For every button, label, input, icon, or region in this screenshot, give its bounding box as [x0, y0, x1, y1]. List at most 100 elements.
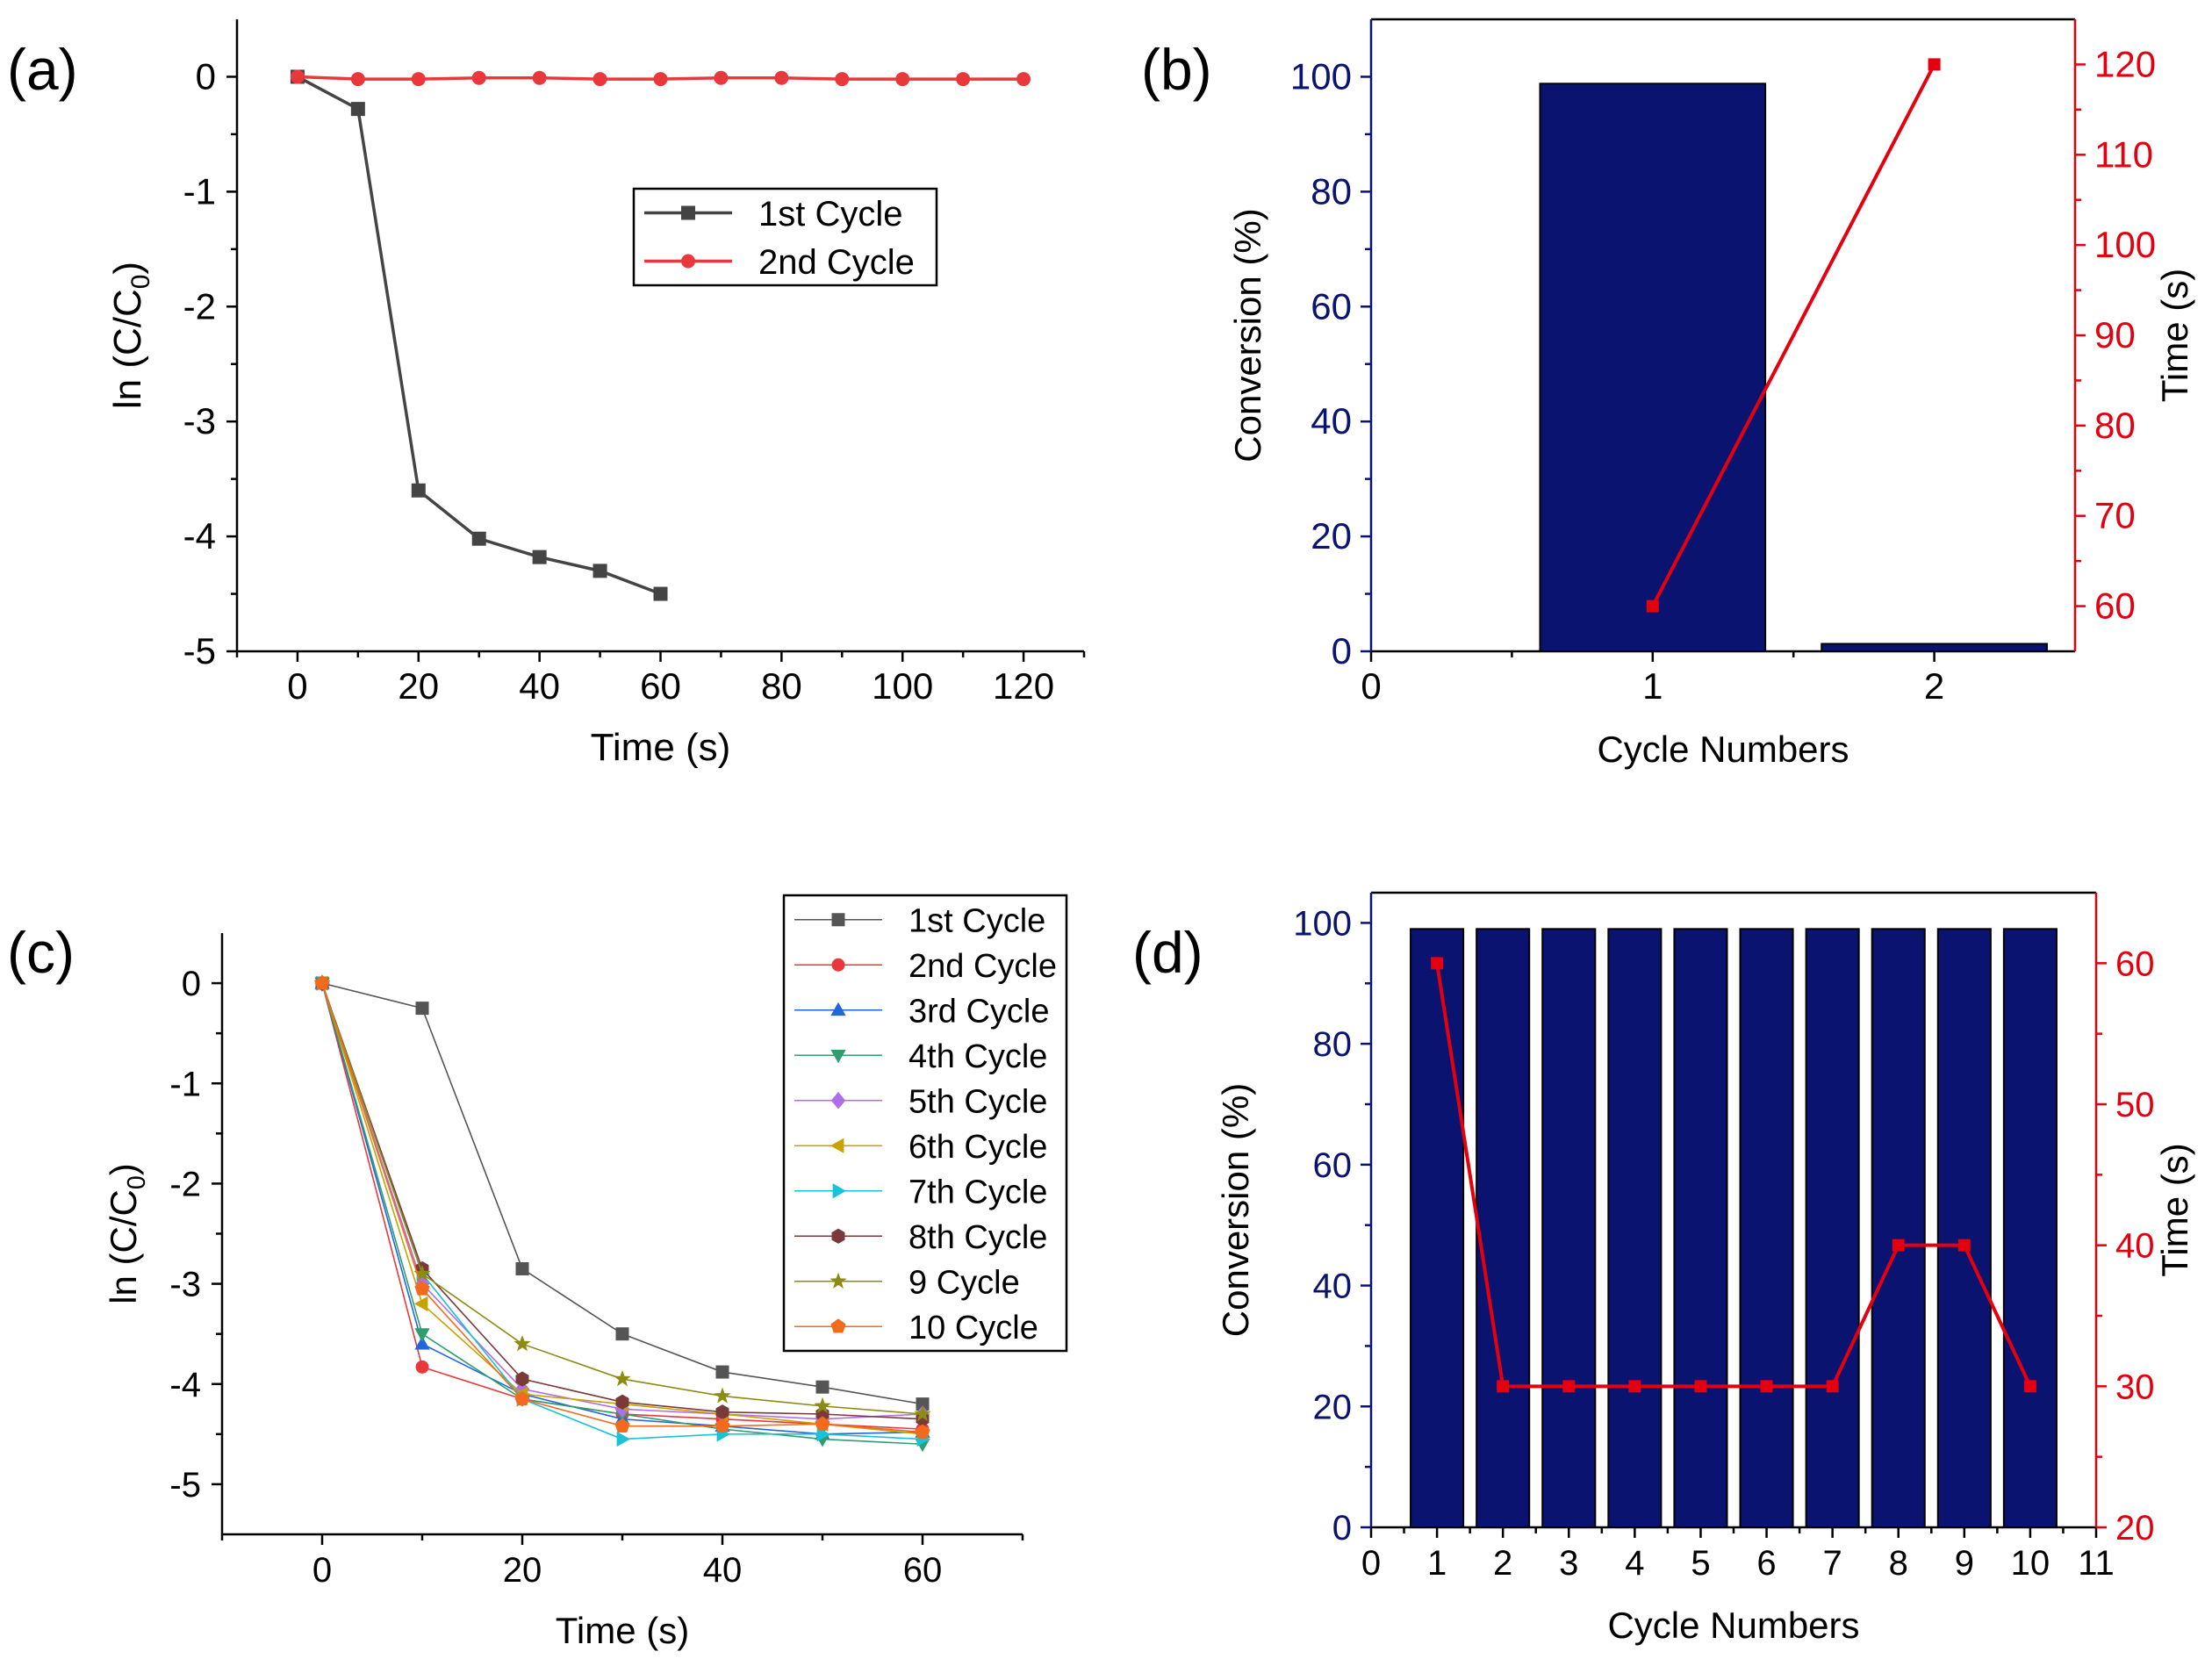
left-y-tick-label: 100: [1290, 55, 1352, 97]
y-tick-label: -2: [169, 1165, 201, 1203]
bar: [1476, 928, 1531, 1529]
bar: [1673, 928, 1728, 1529]
data-point: [614, 1418, 630, 1433]
data-point: [350, 102, 365, 117]
time-point: [1928, 58, 1941, 71]
y-axis-label-main: ln (C/C: [103, 1189, 144, 1304]
data-point: [532, 70, 547, 85]
legend-marker: [681, 254, 695, 269]
legend-label: 8th Cycle: [908, 1219, 1047, 1256]
data-point: [815, 1416, 830, 1431]
y-tick-label: -1: [183, 170, 216, 212]
y-tick-label: 0: [182, 965, 201, 1003]
legend-marker: [831, 958, 845, 972]
panel-d: 0 1 2 3 4 5 6 7 8 9 10 11 0 20 40 60 80 100 20 30 40 50 60 Cycl…: [1132, 891, 2195, 1646]
y-tick-label: -1: [169, 1065, 201, 1103]
legend-marker: [830, 1049, 846, 1064]
legend-marker: [832, 1183, 846, 1199]
bar: [1936, 928, 1992, 1529]
y-tick-label: -4: [169, 1366, 201, 1404]
y-axis-label: ln (C/C0): [106, 262, 155, 409]
series-2nd-cycle: [290, 69, 1031, 87]
time-point: [1760, 1380, 1773, 1393]
bar: [1739, 928, 1794, 1529]
legend: 1st Cycle 2nd Cycle: [632, 187, 938, 287]
legend: 1st Cycle 2nd Cycle 3rd Cycle 4th Cycle 5th …: [782, 894, 1068, 1353]
data-point: [350, 72, 365, 87]
left-y-tick-label: 0: [1332, 1509, 1352, 1548]
left-y-tick-label: 60: [1311, 285, 1352, 327]
time-point: [1562, 1380, 1576, 1393]
y-tick-label: 0: [196, 55, 216, 97]
legend-entry: 5th Cycle: [794, 1083, 1047, 1120]
panel-label: (c): [7, 920, 75, 985]
x-tick-label: 0: [1361, 665, 1381, 707]
data-point: [714, 1387, 731, 1404]
x-tick-label: 120: [993, 665, 1054, 707]
data-point: [414, 1296, 428, 1312]
legend-box: [632, 187, 938, 287]
data-point: [414, 1336, 430, 1350]
legend-label: 2nd Cycle: [908, 948, 1057, 985]
data-point: [314, 975, 330, 990]
time-point: [1892, 1239, 1905, 1252]
data-point: [414, 1281, 430, 1296]
x-tick-label: 11: [2078, 1544, 2115, 1583]
legend-label: 3rd Cycle: [908, 993, 1050, 1030]
legend-marker: [830, 1318, 846, 1333]
bar: [1410, 928, 1465, 1529]
panel-label: (d): [1132, 920, 1203, 985]
right-y-tick-label: 40: [2115, 1227, 2155, 1266]
time-line: [1651, 63, 1936, 607]
data-point: [471, 70, 486, 85]
right-y-tick-label: 60: [2115, 944, 2155, 983]
y-tick-label: -3: [169, 1266, 201, 1304]
legend-label: 9 Cycle: [908, 1264, 1020, 1301]
left-y-tick-label: 20: [1311, 515, 1352, 557]
data-point: [414, 1328, 430, 1342]
data-point: [653, 72, 668, 87]
x-tick-label: 8: [1889, 1544, 1908, 1583]
series-line: [297, 75, 662, 596]
time-line: [1435, 963, 2032, 1389]
legend-box: [782, 894, 1068, 1353]
time-point: [1497, 1380, 1510, 1393]
left-y-axis-label: Conversion (%): [1215, 1083, 1256, 1337]
y-tick-label: -2: [183, 285, 216, 327]
data-point: [614, 1369, 631, 1387]
time-point: [1646, 600, 1659, 613]
y-axis-label: ln (C/C0): [103, 1163, 151, 1304]
bar: [1821, 643, 2048, 652]
x-tick-label: 60: [903, 1551, 943, 1590]
x-tick-label: 20: [398, 665, 439, 707]
right-y-tick-label: 110: [2094, 133, 2153, 175]
x-tick-label: 0: [312, 1551, 332, 1590]
left-y-tick-label: 40: [1313, 1267, 1353, 1306]
data-point: [471, 531, 486, 546]
x-tick-label: 10: [2011, 1544, 2050, 1583]
bar: [1541, 928, 1597, 1529]
x-tick-label: 100: [872, 665, 933, 707]
legend-entry: 6th Cycle: [794, 1129, 1047, 1166]
data-point: [411, 72, 426, 87]
right-y-axis-label: Time (s): [2154, 1143, 2195, 1276]
data-point: [411, 483, 426, 498]
data-point: [592, 564, 607, 578]
y-tick-label: -3: [183, 400, 216, 442]
right-y-tick-label: 100: [2094, 224, 2156, 265]
x-axis-label: Cycle Numbers: [1597, 729, 1849, 770]
legend-entry: 2nd Cycle: [644, 243, 915, 282]
left-y-tick-label: 80: [1311, 170, 1352, 212]
data-point: [592, 72, 607, 87]
time-point: [1957, 1239, 1971, 1252]
legend-entry: 4th Cycle: [794, 1038, 1047, 1075]
data-point: [1016, 72, 1031, 87]
x-tick-label: 9: [1955, 1544, 1974, 1583]
legend-label: 7th Cycle: [908, 1174, 1047, 1210]
panel-a: 0 20 40 60 80 100 120 0 -1 -2 -3 -4 -5 Time (s) ln (C/…: [7, 19, 1086, 769]
x-axis-label: Time (s): [556, 1610, 689, 1651]
x-tick-label: 1: [1642, 665, 1663, 707]
legend-label: 10 Cycle: [908, 1310, 1038, 1346]
